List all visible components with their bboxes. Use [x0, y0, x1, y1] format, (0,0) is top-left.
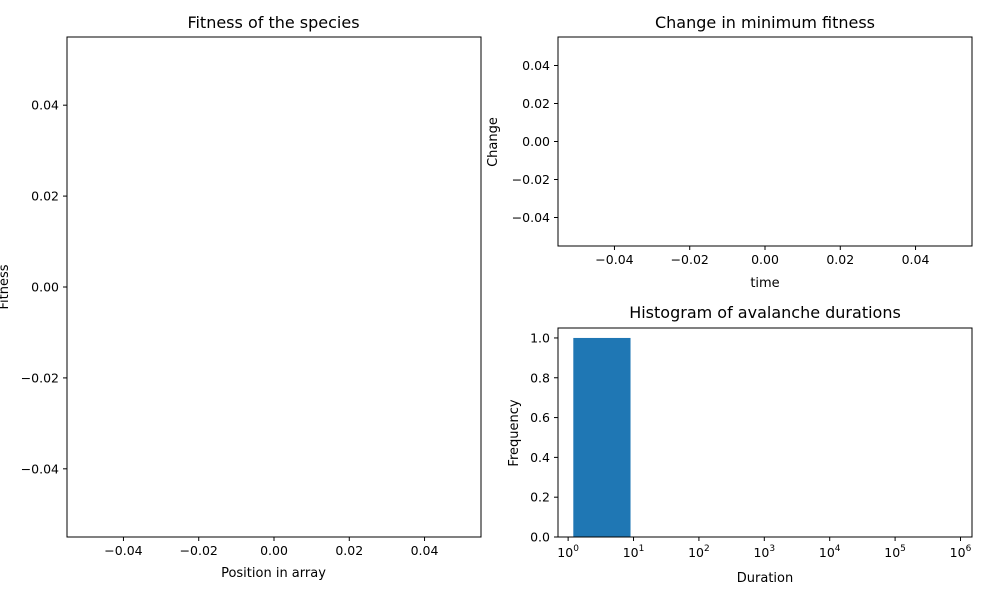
- y-axis-label: Change: [486, 117, 501, 167]
- x-tick-label: 101: [623, 544, 645, 560]
- y-axis-label: Fitness: [0, 264, 12, 309]
- plot-area: 100 101 102 103 104 105 106 0.0 0.2 0.4 0.6 0.8 1.0: [530, 327, 973, 560]
- x-tick-label: −0.04: [104, 543, 142, 558]
- y-tick-label: −0.02: [21, 370, 59, 385]
- y-tick-label: 0.4: [530, 450, 550, 465]
- x-tick-label: −0.04: [595, 252, 633, 267]
- axes-frame: [557, 36, 973, 247]
- plot-area: −0.04 −0.02 0.00 0.02 0.04 −0.04 −0.02 0.00 0.02…: [21, 36, 482, 558]
- y-axis-label: Frequency: [507, 399, 522, 466]
- x-axis-label: time: [750, 276, 779, 291]
- fitness-chart: Fitness of the species Position in array…: [0, 13, 482, 581]
- axes-frame: [557, 327, 973, 538]
- y-tick-label: 0.00: [31, 280, 59, 295]
- x-tick-label: 0.02: [335, 543, 363, 558]
- histogram-bar: [573, 337, 631, 537]
- x-axis-label: Duration: [737, 571, 793, 586]
- x-tick-label: 102: [688, 544, 710, 560]
- x-tick-label: −0.02: [671, 252, 709, 267]
- x-axis-label: Position in array: [221, 566, 326, 581]
- x-tick-label: −0.02: [180, 543, 218, 558]
- plot-area: −0.04 −0.02 0.00 0.02 0.04 −0.04 −0.02 0.00 0.02…: [512, 36, 973, 267]
- x-tick-label: 0.04: [411, 543, 439, 558]
- y-tick-label: 0.04: [522, 58, 550, 73]
- x-tick-label: 106: [950, 544, 972, 560]
- x-tick-label: 100: [557, 544, 579, 560]
- y-tick-label: 1.0: [530, 330, 550, 345]
- y-tick-label: −0.04: [21, 461, 59, 476]
- x-tick-label: 0.04: [902, 252, 930, 267]
- histogram-chart: Histogram of avalanche durations Duratio…: [507, 303, 973, 586]
- y-tick-label: 0.00: [522, 134, 550, 149]
- change-chart: Change in minimum fitness time Change −0…: [486, 13, 973, 291]
- chart-title: Fitness of the species: [187, 13, 359, 32]
- y-tick-label: 0.02: [522, 96, 550, 111]
- x-tick-label: 0.00: [751, 252, 779, 267]
- y-tick-label: 0.04: [31, 98, 59, 113]
- x-tick-label: 103: [753, 544, 775, 560]
- y-tick-label: −0.02: [512, 172, 550, 187]
- y-tick-label: 0.6: [530, 410, 550, 425]
- y-tick-label: 0.0: [530, 530, 550, 545]
- x-tick-label: 0.02: [826, 252, 854, 267]
- x-tick-label: 105: [884, 544, 906, 560]
- chart-title: Change in minimum fitness: [655, 13, 875, 32]
- x-tick-label: 104: [819, 544, 841, 560]
- x-tick-label: 0.00: [260, 543, 288, 558]
- y-tick-label: −0.04: [512, 210, 550, 225]
- chart-title: Histogram of avalanche durations: [629, 303, 901, 322]
- axes-frame: [66, 36, 482, 538]
- y-tick-label: 0.8: [530, 370, 550, 385]
- y-tick-label: 0.02: [31, 189, 59, 204]
- y-tick-label: 0.2: [530, 490, 550, 505]
